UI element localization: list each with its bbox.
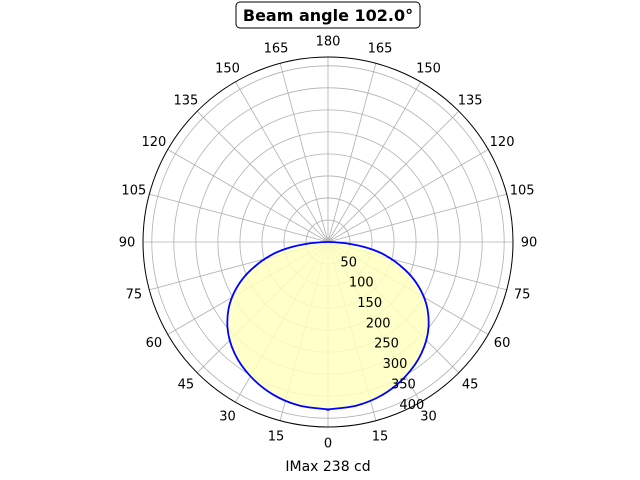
- chart-title: Beam angle 102.0°: [235, 1, 421, 29]
- angular-gridline: [327, 110, 460, 243]
- angular-tick-label: 165: [368, 41, 393, 56]
- radial-tick-label: 100: [349, 276, 374, 291]
- angular-tick-label: 105: [510, 183, 535, 198]
- radial-tick-label: 150: [357, 296, 382, 311]
- angular-tick-label: 90: [521, 236, 538, 251]
- angular-tick-label: 45: [462, 378, 479, 393]
- angular-tick-label: 75: [514, 288, 531, 303]
- angular-tick-label: 150: [215, 61, 240, 76]
- label-layer: 0 180 15 30 45 60 75 90 105 120 135 150 165 15 30 45 60 7…: [119, 35, 538, 452]
- series-line: [226, 241, 430, 411]
- chart-title-text: Beam angle 102.0°: [243, 6, 413, 25]
- angular-tick-label: 120: [142, 135, 167, 150]
- angular-tick-label: 150: [416, 61, 441, 76]
- angular-tick-label: 180: [316, 35, 341, 50]
- angular-tick-label: 60: [494, 336, 511, 351]
- angular-tick-label: 60: [146, 336, 163, 351]
- polar-frame: [142, 56, 514, 428]
- angular-tick-label: 15: [268, 430, 285, 445]
- angular-tick-label: 30: [219, 410, 236, 425]
- angular-tick-label: 30: [420, 410, 437, 425]
- angular-tick-label: 15: [372, 430, 389, 445]
- angular-gridline: [327, 149, 489, 243]
- angular-gridline: [196, 110, 329, 243]
- angular-tick-label: 135: [458, 93, 483, 108]
- angular-tick-label: 0: [324, 437, 332, 452]
- angular-tick-label: 135: [173, 93, 198, 108]
- series-fill: [227, 242, 429, 410]
- radial-tick-label: 50: [340, 255, 357, 270]
- x-axis-label: IMax 238 cd: [285, 459, 370, 475]
- angular-tick-label: 165: [264, 41, 289, 56]
- angular-tick-label: 105: [121, 183, 146, 198]
- series-layer: [226, 241, 430, 411]
- radial-tick-label: 300: [383, 357, 408, 372]
- angular-gridline: [167, 149, 329, 243]
- radial-tick-label: 400: [399, 398, 424, 413]
- angular-gridline: [235, 81, 329, 243]
- angular-tick-label: 90: [119, 236, 136, 251]
- radial-tick-label: 200: [366, 316, 391, 331]
- angular-tick-label: 45: [178, 378, 195, 393]
- angular-tick-label: 75: [126, 288, 143, 303]
- radial-tick-label: 250: [374, 337, 399, 352]
- radial-gridline: [151, 65, 505, 419]
- angular-tick-label: 120: [490, 135, 515, 150]
- radial-tick-label: 350: [391, 377, 416, 392]
- angular-gridline: [327, 81, 421, 243]
- frame-layer: [142, 56, 514, 428]
